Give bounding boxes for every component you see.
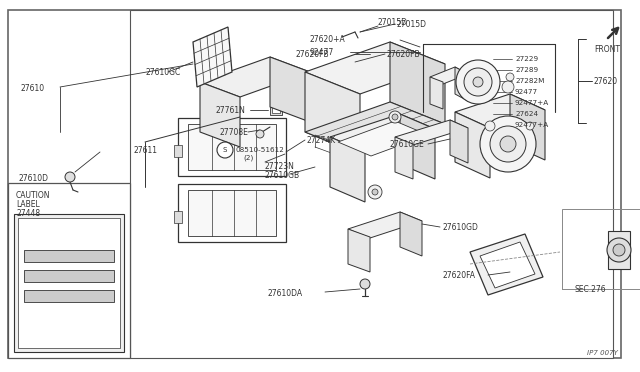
Polygon shape [338,121,428,156]
Text: IP7 007Y: IP7 007Y [587,350,618,356]
Text: 92477+A: 92477+A [515,122,549,128]
Bar [562,209,640,289]
Bar [8,183,130,358]
Text: 27274K: 27274K [307,135,336,144]
Text: 27610D: 27610D [18,173,48,183]
Polygon shape [305,102,445,154]
Polygon shape [305,72,360,154]
Polygon shape [470,234,543,295]
Text: 27289: 27289 [515,67,538,73]
Text: 27610GD: 27610GD [443,222,479,231]
Polygon shape [480,242,535,288]
Bar [24,270,114,282]
Circle shape [389,111,401,123]
Bar [18,218,120,348]
Polygon shape [200,82,240,147]
Text: 27620+A: 27620+A [310,35,346,44]
Circle shape [473,77,483,87]
Text: 27015D: 27015D [397,19,427,29]
Polygon shape [455,67,468,101]
Polygon shape [305,42,445,94]
Text: 92477+A: 92477+A [515,100,549,106]
Text: 27624: 27624 [515,111,538,117]
Text: 27610: 27610 [20,83,44,93]
Circle shape [506,73,514,81]
Circle shape [392,114,398,120]
Text: 27229: 27229 [515,56,538,62]
Bar [178,184,286,242]
Text: 92477: 92477 [310,48,334,57]
Text: 27282M: 27282M [515,78,545,84]
Text: 27620FB: 27620FB [296,49,330,58]
Circle shape [256,130,264,138]
Circle shape [368,185,382,199]
Polygon shape [395,120,468,145]
Bar [188,190,276,236]
Bar [174,145,182,157]
Polygon shape [400,114,435,179]
Text: 27610DA: 27610DA [268,289,303,298]
Polygon shape [193,27,232,87]
Polygon shape [348,229,370,272]
Polygon shape [200,57,310,97]
Polygon shape [270,57,310,122]
Bar [24,290,114,302]
Polygon shape [395,137,413,179]
Circle shape [360,279,370,289]
Bar [270,105,282,115]
Circle shape [372,189,378,195]
Text: 27448: 27448 [16,209,40,218]
Circle shape [502,81,514,93]
Polygon shape [430,67,468,84]
Polygon shape [510,94,545,160]
Text: 27611: 27611 [133,145,157,154]
Polygon shape [330,137,365,202]
Text: 27610GB: 27610GB [265,170,300,180]
Circle shape [456,60,500,104]
Polygon shape [430,77,443,109]
Text: 92477: 92477 [515,89,538,95]
Polygon shape [455,94,545,128]
Circle shape [490,126,526,162]
Text: 27761N: 27761N [215,106,245,115]
Polygon shape [400,212,422,256]
Circle shape [480,116,536,172]
Bar [130,10,613,358]
Text: FRONT: FRONT [594,45,620,54]
Text: 08510-51612: 08510-51612 [235,147,284,153]
Circle shape [607,238,631,262]
Circle shape [485,121,495,131]
Text: LABEL: LABEL [16,200,40,209]
Text: 27620: 27620 [594,77,618,86]
Polygon shape [455,112,490,178]
Bar [178,118,286,176]
Bar [24,250,114,262]
Text: 27620FA: 27620FA [443,270,476,279]
Circle shape [613,244,625,256]
Polygon shape [348,212,422,238]
Bar [272,107,280,113]
Text: CAUTION: CAUTION [16,191,51,200]
Polygon shape [450,120,468,163]
Text: SEC.276: SEC.276 [575,285,607,295]
Bar [608,231,630,269]
Text: 27723N: 27723N [265,161,295,170]
Polygon shape [390,42,445,124]
Bar [188,124,276,170]
Text: 27620FB: 27620FB [387,49,420,58]
Text: (2): (2) [243,155,253,161]
Text: S: S [223,147,227,153]
Text: 27610GC: 27610GC [145,67,180,77]
Text: 27015D: 27015D [378,17,408,26]
Circle shape [217,142,233,158]
Bar [14,214,124,352]
Circle shape [65,172,75,182]
Text: 27610GE: 27610GE [390,140,425,148]
Bar [174,211,182,223]
Polygon shape [330,114,435,152]
Circle shape [464,68,492,96]
Circle shape [526,122,534,130]
Circle shape [500,136,516,152]
Text: 27708E: 27708E [220,128,249,137]
